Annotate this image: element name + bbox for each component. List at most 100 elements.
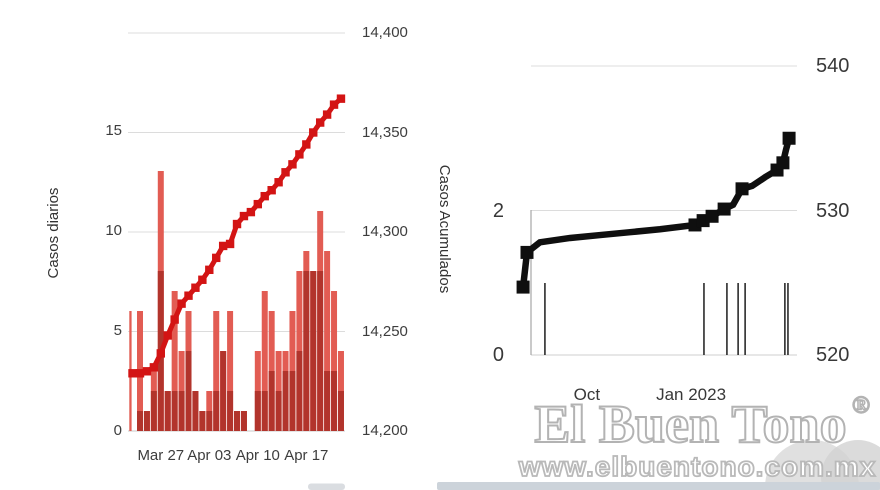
cumulative-line-marker: [315, 118, 325, 127]
right-cumulative-line-marker: [520, 245, 534, 259]
daily-bar: [171, 291, 178, 431]
cumulative-line-marker: [329, 100, 339, 109]
cumulative-line-marker: [163, 331, 172, 340]
right-chart-x-tick-label: Jan 2023: [656, 385, 727, 404]
cumulative-line-marker: [135, 369, 145, 378]
cumulative-line-marker: [288, 160, 297, 169]
daily-bar-overlap: [220, 351, 227, 431]
left-chart-right-y-tick-label: 14,200: [362, 422, 408, 439]
daily-bar-overlap: [268, 371, 275, 431]
left-chart-y-tick-label: 5: [113, 322, 122, 339]
left-chart-right-axis-title: Casos Acumulados: [436, 164, 453, 294]
right-cumulative-line-marker: [516, 280, 530, 294]
daily-bar-overlap: [240, 411, 247, 431]
daily-bar-overlap: [289, 371, 296, 431]
cumulative-line-marker: [322, 110, 332, 119]
daily-bar-overlap: [275, 391, 282, 431]
watermark-url-text: www.elbuentono.com.mx: [518, 451, 877, 483]
daily-bar-overlap: [310, 271, 317, 431]
daily-bar-overlap: [324, 371, 331, 431]
cumulative-line-marker: [218, 241, 228, 251]
daily-bar-overlap: [337, 391, 344, 431]
daily-bar-overlap: [137, 411, 143, 431]
watermark-brand-text: El Buen Tono: [533, 393, 847, 455]
right-cumulative-line: [519, 137, 793, 288]
cumulative-line-marker: [212, 253, 221, 263]
daily-spike-bar: [787, 283, 789, 355]
right-chart-right-y-tick-label: 540: [816, 55, 850, 77]
daily-bar-overlap: [317, 271, 324, 431]
cumulative-line-marker: [198, 275, 207, 284]
cumulative-line-marker: [128, 369, 137, 378]
cumulative-line-marker: [184, 291, 193, 300]
left-chart-y-axis-title: Casos diarios: [45, 187, 62, 279]
left-chart-right-y-tick-label: 14,350: [362, 123, 408, 141]
left-chart-x-tick-label: Apr 03: [187, 447, 232, 464]
cumulative-line-marker: [274, 178, 283, 187]
cumulative-line-marker: [267, 186, 276, 195]
daily-bar-overlap: [261, 391, 268, 431]
right-chart-right-y-tick-label: 520: [816, 344, 850, 366]
left-chart-right-y-tick-label: 14,400: [362, 24, 408, 41]
daily-bar-overlap: [185, 351, 192, 431]
registered-trademark-icon: ®: [851, 392, 870, 420]
left-chart-y-tick-label: 0: [113, 422, 122, 439]
footer-strip: [437, 482, 880, 490]
daily-spike-bar: [703, 283, 705, 355]
right-cumulative-line-marker: [717, 202, 731, 216]
daily-bar-overlap: [171, 391, 178, 431]
daily-bar-overlap: [234, 411, 241, 431]
left-chart-x-tick-label: Apr 10: [235, 447, 280, 464]
cumulative-line-marker: [170, 315, 179, 324]
cumulative-line-marker: [142, 367, 152, 376]
daily-bar: [261, 291, 268, 431]
watermark-logo-circle: [821, 440, 880, 490]
cumulative-line-marker: [156, 349, 165, 358]
daily-bar-overlap: [254, 391, 261, 431]
daily-bar-overlap: [206, 411, 213, 431]
cumulative-line-marker: [205, 265, 214, 275]
daily-bar-overlap: [143, 411, 150, 431]
left-chart-y-tick-label: 15: [105, 122, 122, 139]
left-chart-right-y-tick-label: 14,250: [362, 322, 408, 340]
daily-bar-overlap: [150, 391, 157, 431]
cumulative-line-marker: [253, 199, 263, 209]
daily-bar-overlap: [331, 371, 338, 431]
right-cumulative-line-marker: [735, 182, 749, 196]
right-cumulative-line-marker: [782, 131, 796, 145]
daily-bar-overlap: [178, 391, 185, 431]
left-chart-y-tick-label: 10: [105, 222, 122, 239]
right-cumulative-line-marker: [705, 209, 719, 223]
footer-pill: [308, 483, 345, 490]
cumulative-line-marker: [309, 128, 318, 137]
cumulative-line-marker: [246, 207, 256, 217]
cumulative-line-marker: [295, 150, 304, 159]
daily-bar-overlap: [303, 271, 310, 431]
right-cumulative-line-marker: [776, 156, 790, 170]
daily-bar-overlap: [199, 411, 206, 431]
left-chart-x-tick-label: Mar 27: [137, 447, 185, 464]
daily-bar: [324, 251, 331, 431]
daily-bar-overlap: [282, 371, 289, 431]
cumulative-line-marker: [191, 283, 200, 292]
daily-bar: [331, 291, 338, 431]
cumulative-line-marker: [232, 219, 242, 229]
cumulative-line-marker: [302, 140, 311, 149]
cumulative-line-marker: [336, 94, 346, 103]
daily-bar: [227, 311, 234, 431]
daily-spike-bar: [726, 283, 728, 355]
daily-bar-overlap: [213, 391, 220, 431]
cumulative-line-marker: [149, 363, 159, 372]
daily-bar: [213, 311, 220, 431]
daily-spike-bar: [544, 283, 546, 355]
daily-spike-bar: [784, 283, 786, 355]
daily-spike-bar: [737, 283, 739, 355]
cumulative-line-marker: [239, 211, 249, 221]
right-chart-y-tick-label: 0: [492, 344, 504, 366]
daily-bar-overlap: [164, 391, 171, 431]
cumulative-line-marker: [177, 299, 186, 308]
daily-bar-overlap: [227, 391, 234, 431]
right-chart-y-tick-label: 2: [492, 200, 504, 222]
